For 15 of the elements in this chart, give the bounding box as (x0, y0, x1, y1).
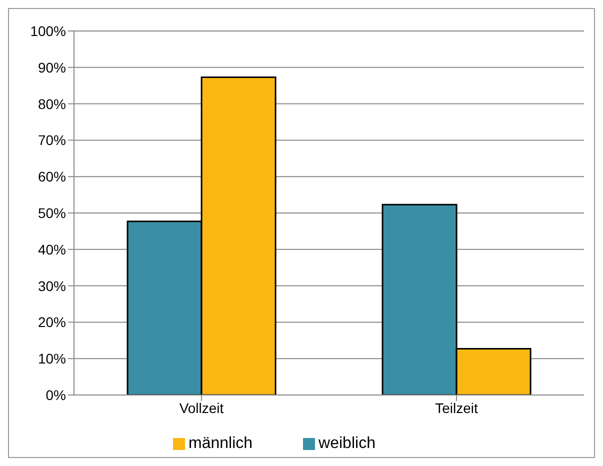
y-tick-label: 10% (38, 350, 66, 367)
y-tick-label: 40% (38, 241, 66, 258)
y-tick-label: 0% (46, 386, 66, 403)
y-tick-label: 100% (30, 22, 66, 39)
y-tick-label: 70% (38, 132, 66, 148)
y-tick-label: 80% (38, 96, 66, 112)
y-tick-label: 60% (38, 168, 66, 185)
y-tick-label: 20% (38, 314, 66, 330)
x-tick-label: Vollzeit (179, 400, 224, 416)
legend-label: weiblich (318, 435, 376, 452)
legend-label: männlich (188, 435, 253, 452)
y-tick-label: 30% (38, 278, 66, 294)
y-tick-label: 50% (38, 204, 66, 221)
y-tick-label: 90% (38, 59, 66, 76)
x-tick-label: Teilzeit (435, 400, 478, 416)
